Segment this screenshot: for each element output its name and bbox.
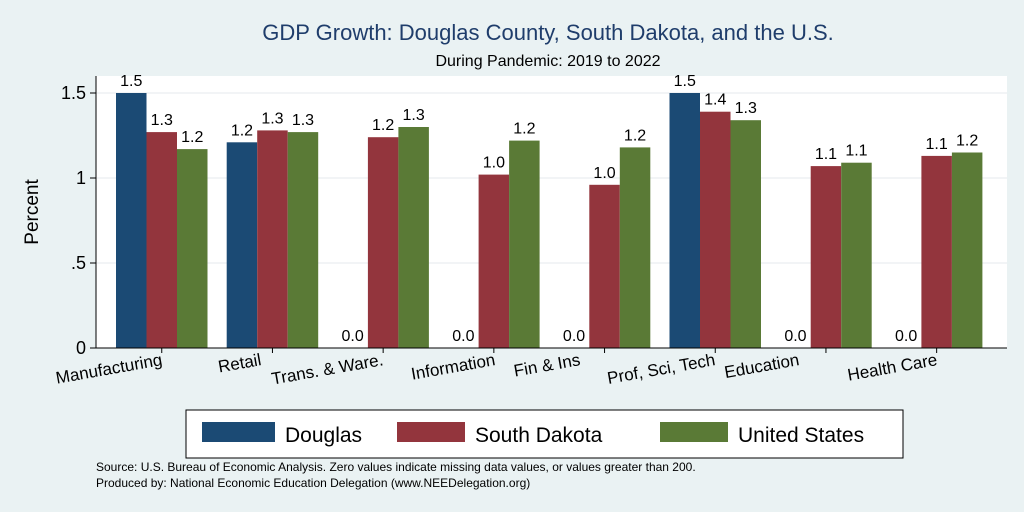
bar-south-dakota — [146, 132, 177, 348]
bar-douglas — [116, 93, 147, 348]
y-tick-label: 1 — [76, 168, 86, 188]
data-label-south-dakota: 1.4 — [704, 92, 726, 109]
data-label-douglas: 0.0 — [452, 328, 474, 345]
y-tick-label: .5 — [71, 253, 86, 273]
chart-subtitle: During Pandemic: 2019 to 2022 — [435, 53, 660, 70]
x-tick-label: Trans. & Ware. — [270, 350, 385, 388]
x-axis: Manufacturing Retail Trans. & Ware. Informa… — [54, 347, 1007, 389]
x-tick-label: Manufacturing — [54, 350, 163, 387]
bar-south-dakota — [810, 166, 842, 348]
bar-united-states — [398, 127, 429, 348]
y-axis-title: Percent — [22, 179, 43, 245]
legend: Douglas South Dakota United States — [185, 409, 904, 459]
data-labels: 1.5 1.3 1.2 1.2 1.3 1.3 0.0 1.2 1.3 0.0 1.0 1.2 0.0 1… — [120, 73, 978, 345]
data-label-douglas: 0.0 — [895, 328, 917, 345]
bar-south-dakota — [257, 130, 288, 348]
x-tick-label: Information — [410, 350, 497, 383]
data-label-united-states: 1.1 — [845, 143, 867, 160]
data-label-douglas: 0.0 — [563, 328, 585, 345]
source-note: Source: U.S. Bureau of Economic Analysis… — [96, 460, 696, 474]
legend-label-united-states: United States — [738, 424, 864, 447]
data-label-united-states: 1.3 — [403, 107, 425, 124]
data-label-douglas: 1.2 — [231, 122, 253, 139]
bar-united-states — [287, 132, 319, 348]
bar-united-states — [841, 162, 872, 348]
data-label-united-states: 1.2 — [513, 121, 535, 138]
bar-south-dakota — [367, 137, 399, 348]
data-label-united-states: 1.3 — [735, 100, 757, 117]
x-tick-label: Education — [723, 350, 801, 382]
data-label-united-states: 1.2 — [956, 133, 978, 150]
bar-united-states — [177, 149, 208, 348]
legend-box — [185, 409, 904, 459]
bar-united-states — [509, 140, 540, 348]
bar-douglas — [669, 93, 700, 348]
chart-title: GDP Growth: Douglas County, South Dakota… — [262, 20, 833, 45]
legend-swatch-south-dakota — [397, 422, 465, 442]
data-label-united-states: 1.3 — [292, 112, 314, 129]
y-axis: 0 .5 1 1.5 — [61, 76, 97, 358]
bar-south-dakota — [589, 184, 620, 348]
data-label-south-dakota: 1.1 — [815, 146, 837, 163]
data-label-south-dakota: 1.0 — [483, 155, 505, 172]
data-label-douglas: 0.0 — [342, 328, 364, 345]
legend-label-south-dakota: South Dakota — [475, 424, 603, 447]
bar-south-dakota — [478, 174, 510, 348]
data-label-douglas: 1.5 — [674, 73, 696, 90]
data-label-south-dakota: 1.0 — [593, 165, 615, 182]
bar-south-dakota — [921, 155, 952, 348]
legend-swatch-united-states — [660, 422, 728, 442]
bar-united-states — [951, 152, 983, 348]
data-label-douglas: 0.0 — [784, 328, 806, 345]
producer-note: Produced by: National Economic Education… — [96, 476, 530, 490]
x-tick-label: Fin & Ins — [512, 350, 581, 380]
data-label-south-dakota: 1.1 — [926, 136, 948, 153]
y-tick-label: 0 — [76, 338, 86, 358]
x-tick-label: Prof, Sci, Tech — [606, 350, 717, 388]
data-label-united-states: 1.2 — [624, 127, 646, 144]
y-tick-label: 1.5 — [61, 83, 86, 103]
x-tick-label: Health Care — [846, 350, 939, 384]
bars — [116, 93, 983, 348]
bar-united-states — [730, 120, 761, 348]
bar-south-dakota — [700, 111, 731, 348]
data-label-south-dakota: 1.3 — [261, 110, 283, 127]
legend-label-douglas: Douglas — [285, 424, 362, 447]
bar-united-states — [619, 147, 651, 348]
x-tick-label: Retail — [217, 350, 263, 376]
data-label-douglas: 1.5 — [120, 73, 142, 90]
bar-douglas — [226, 142, 258, 348]
data-label-united-states: 1.2 — [181, 129, 203, 146]
data-label-south-dakota: 1.2 — [372, 117, 394, 134]
legend-swatch-douglas — [202, 422, 275, 442]
data-label-south-dakota: 1.3 — [151, 112, 173, 129]
